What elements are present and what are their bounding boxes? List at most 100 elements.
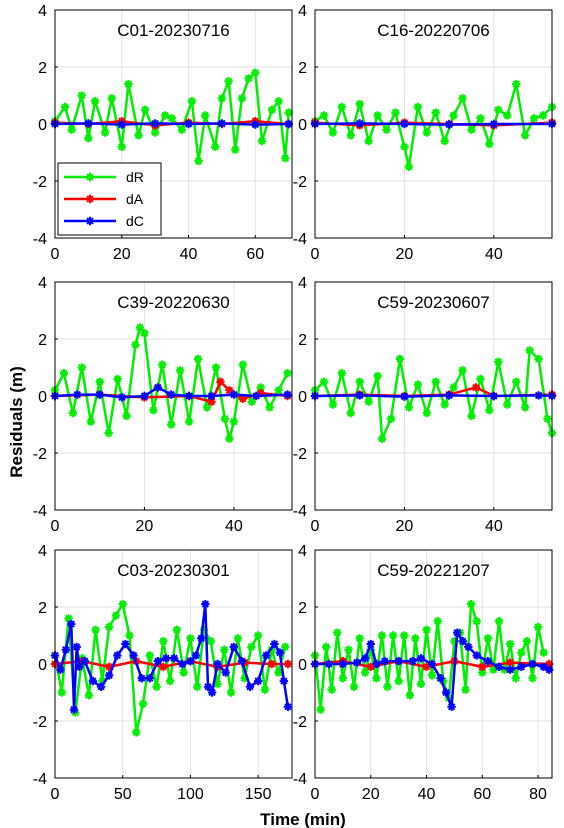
y-tick-label: 0: [298, 117, 307, 134]
x-tick-label: 20: [136, 518, 154, 535]
data-point-dR: [167, 420, 176, 429]
data-point-dR: [528, 674, 537, 683]
data-point-dR: [422, 408, 431, 418]
data-point-dR: [476, 374, 485, 384]
data-point-dR: [373, 371, 382, 381]
data-point-dR: [337, 102, 347, 112]
data-point-dR: [386, 414, 396, 423]
data-point-dR: [206, 637, 215, 646]
y-tick-label: -2: [33, 714, 47, 731]
data-point-dR: [211, 363, 221, 372]
data-point-dR: [67, 125, 76, 134]
data-point-dR: [98, 676, 107, 686]
data-point-dC: [140, 391, 149, 401]
series-line-dC: [314, 122, 552, 126]
data-point-dR: [458, 94, 467, 103]
data-point-dC: [96, 682, 106, 691]
data-point-dR: [538, 111, 548, 120]
y-tick-label: 0: [38, 657, 47, 674]
data-point-dR: [328, 128, 338, 137]
x-tick-label: 0: [51, 786, 60, 803]
data-point-dR: [140, 105, 150, 114]
series-line-dR: [313, 602, 545, 711]
data-point-dR: [131, 340, 140, 349]
data-point-dC: [150, 119, 160, 128]
x-tick-label: 50: [114, 786, 132, 803]
data-point-dC: [444, 391, 454, 400]
data-point-dR: [107, 94, 116, 103]
data-point-dR: [400, 631, 409, 640]
data-point-dA: [159, 662, 168, 672]
data-point-dR: [373, 111, 382, 120]
data-point-dR: [281, 642, 290, 652]
data-point-dR: [517, 648, 526, 657]
data-point-dC: [203, 682, 213, 691]
data-point-dC: [400, 119, 409, 129]
data-point-dR: [233, 634, 243, 643]
data-point-dR: [319, 111, 329, 120]
y-tick-label: -4: [33, 503, 47, 520]
data-point-dR: [377, 631, 387, 640]
data-point-dR: [213, 679, 222, 689]
data-point-dR: [256, 383, 265, 392]
data-point-dR: [500, 665, 509, 674]
panel-title: C59-20221207: [377, 561, 489, 580]
data-point-dR: [483, 634, 493, 643]
data-point-dR: [57, 688, 66, 697]
data-point-dR: [125, 631, 134, 640]
data-point-dR: [84, 691, 94, 700]
data-point-dR: [472, 617, 481, 626]
data-point-dR: [485, 139, 494, 149]
data-point-dR: [194, 156, 203, 166]
data-point-dC: [251, 120, 260, 129]
data-point-dC: [253, 676, 263, 686]
y-tick-label: 2: [298, 60, 307, 77]
data-point-dR: [281, 154, 290, 163]
data-point-dR: [355, 377, 364, 386]
data-point-dR: [328, 400, 338, 409]
data-point-dR: [122, 411, 131, 421]
y-tick-label: 2: [38, 600, 47, 617]
data-point-dR: [400, 142, 409, 151]
data-point-dR: [179, 668, 188, 677]
data-point-dR: [337, 369, 347, 378]
data-point-dR: [433, 617, 442, 626]
data-point-dC: [221, 668, 230, 677]
y-tick-label: 4: [38, 3, 47, 20]
axes-box: [314, 549, 553, 779]
data-point-dC: [283, 702, 293, 711]
data-point-dR: [416, 679, 426, 689]
data-point-dR: [91, 625, 100, 634]
data-point-dC: [252, 391, 261, 401]
data-point-dC: [453, 628, 462, 637]
data-point-dR: [176, 366, 185, 375]
data-point-dA: [225, 386, 234, 395]
data-point-dR: [422, 625, 431, 634]
data-point-dR: [505, 639, 515, 649]
data-point-dC: [458, 637, 467, 646]
data-point-dR: [364, 397, 373, 406]
x-tick-label: 20: [113, 246, 131, 263]
data-point-dR: [68, 408, 78, 418]
data-point-dR: [346, 131, 355, 140]
data-point-dR: [71, 708, 80, 717]
data-point-dC: [178, 659, 187, 669]
data-point-dA: [478, 662, 487, 672]
data-point-dR: [431, 377, 440, 386]
data-point-dR: [413, 102, 423, 112]
data-point-dR: [159, 637, 168, 646]
data-point-dC: [355, 119, 364, 128]
data-point-dR: [165, 676, 175, 686]
data-point-dR: [543, 414, 552, 423]
y-axis-label: Residuals (m): [7, 366, 26, 477]
data-point-dC: [245, 682, 255, 691]
data-point-dR: [344, 645, 353, 654]
series-dC: [310, 628, 554, 711]
data-point-dR: [355, 99, 364, 109]
x-tick-label: 80: [529, 786, 547, 803]
data-point-dA: [207, 397, 216, 406]
panel-title: C16-20220706: [377, 21, 489, 40]
legend-label: dA: [126, 191, 144, 207]
data-point-dR: [512, 79, 521, 89]
